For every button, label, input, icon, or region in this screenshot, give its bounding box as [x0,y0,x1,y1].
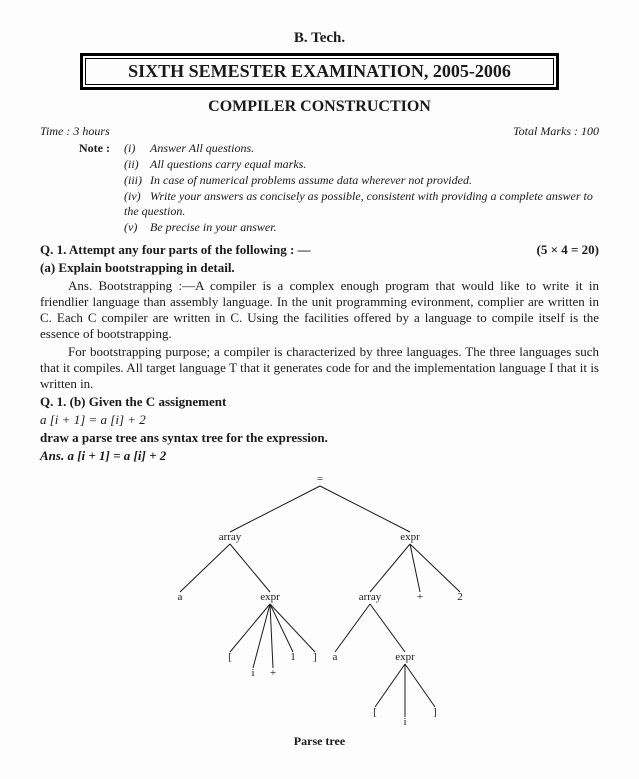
notes-list: (i)Answer All questions.(ii)All question… [124,141,599,236]
note-roman: (iii) [124,173,150,188]
tree-node: expr [260,591,280,603]
tree-node: i [403,716,406,728]
tree-node: = [316,473,322,485]
tree-node: expr [395,651,415,663]
exam-banner: SIXTH SEMESTER EXAMINATION, 2005-2006 [80,53,559,90]
q1-marks: (5 × 4 = 20) [537,242,599,258]
note-text: All questions carry equal marks. [150,157,306,171]
tree-node: 1 [290,651,296,663]
tree-edge [230,544,270,592]
q1b-title: Q. 1. (b) Given the C assignement [40,394,599,410]
time-label: Time : 3 hours [40,124,110,139]
tree-edge [270,604,293,652]
note-label: Note : [40,141,124,236]
tree-node: + [416,591,422,603]
tree-node: array [218,531,241,543]
meta-row: Time : 3 hours Total Marks : 100 [40,124,599,139]
note-item: (i)Answer All questions. [124,141,599,156]
tree-edge [270,604,273,668]
tree-node: i [251,667,254,679]
tree-edge [320,486,410,532]
q1a-answer-p2: For bootstrapping purpose; a compiler is… [40,344,599,392]
tree-edge [270,604,315,652]
tree-edge [370,544,410,592]
tree-node: [ [373,706,377,718]
note-text: Answer All questions. [150,141,254,155]
note-text: Be precise in your answer. [150,220,277,234]
note-item: (iv)Write your answers as concisely as p… [124,189,599,219]
note-item: (v)Be precise in your answer. [124,220,599,235]
exam-banner-text: SIXTH SEMESTER EXAMINATION, 2005-2006 [85,58,554,85]
q1-heading: Q. 1. Attempt any four parts of the foll… [40,242,599,258]
ans-label: Ans. a [i + 1] = a [i] + 2 [40,448,166,463]
tree-edge [370,604,405,652]
tree-node: expr [400,531,420,543]
tree-node: a [332,651,337,663]
tree-edge [230,486,320,532]
parse-tree-svg: = array expr a expr array +2 [ i +1] a expr [ i] [110,470,530,730]
tree-edge [375,664,405,707]
tree-edge [410,544,460,592]
tree-edge [335,604,370,652]
parse-tree-figure: = array expr a expr array +2 [ i +1] a expr [ i] Pars… [40,470,599,749]
parse-tree-caption: Parse tree [40,734,599,749]
subject-title: COMPILER CONSTRUCTION [40,98,599,116]
tree-node: + [269,667,275,679]
tree-edge [410,544,420,592]
note-roman: (ii) [124,157,150,172]
tree-node: 2 [457,591,463,603]
note-roman: (iv) [124,189,150,204]
tree-node: ] [433,706,437,718]
note-roman: (v) [124,220,150,235]
note-item: (ii)All questions carry equal marks. [124,157,599,172]
degree-heading: B. Tech. [40,30,599,47]
marks-label: Total Marks : 100 [513,124,599,139]
tree-node: [ [228,651,232,663]
note-item: (iii)In case of numerical problems assum… [124,173,599,188]
q1b-answer: Ans. a [i + 1] = a [i] + 2 [40,448,599,464]
tree-node: ] [313,651,317,663]
q1b-expression: a [i + 1] = a [i] + 2 [40,412,599,428]
tree-edge [405,664,435,707]
note-text: In case of numerical problems assume dat… [150,173,472,187]
tree-node: array [358,591,381,603]
q1b-task: draw a parse tree ans syntax tree for th… [40,430,599,446]
q1-text: Q. 1. Attempt any four parts of the foll… [40,242,311,258]
notes-block: Note : (i)Answer All questions.(ii)All q… [40,141,599,236]
tree-edge [180,544,230,592]
q1a-answer-p1: Ans. Bootstrapping :—A compiler is a com… [40,278,599,342]
note-roman: (i) [124,141,150,156]
q1a-title: (a) Explain bootstrapping in detail. [40,260,599,276]
note-text: Write your answers as concisely as possi… [124,189,593,218]
tree-node: a [177,591,182,603]
